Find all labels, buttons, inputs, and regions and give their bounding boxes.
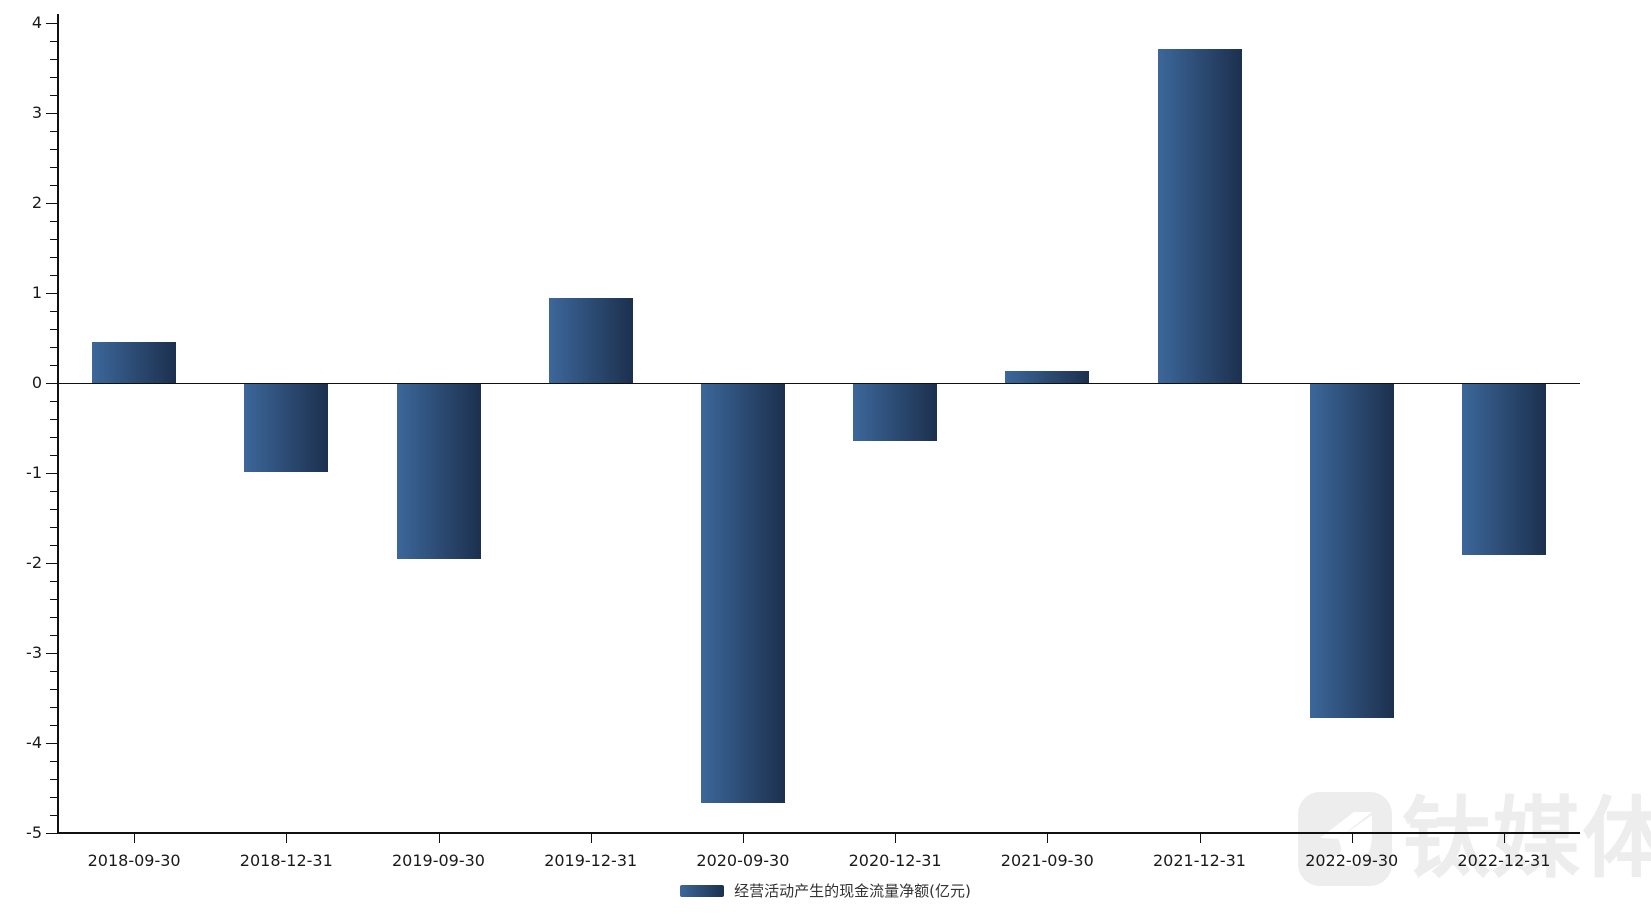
x-axis-line [57,832,1580,834]
bar-2019-09-30[interactable] [396,384,481,559]
y-minor-tick [50,617,57,618]
y-minor-tick [50,311,57,312]
y-axis-label: -5 [26,823,42,842]
x-tick-2021-09-30 [1047,834,1049,843]
y-major-tick [46,653,57,654]
bar-2020-09-30[interactable] [700,384,785,804]
x-tick-2022-12-31 [1503,834,1505,843]
x-tick-2018-12-31 [286,834,288,843]
zero-baseline [57,383,1580,384]
y-minor-tick [50,41,57,42]
x-axis-label-2021-12-31: 2021-12-31 [1153,851,1246,870]
y-major-tick [46,743,57,744]
y-minor-tick [50,95,57,96]
x-tick-2022-09-30 [1351,834,1353,843]
y-minor-tick [50,725,57,726]
y-minor-tick [50,689,57,690]
y-minor-tick [50,167,57,168]
y-minor-tick [50,401,57,402]
watermark: 钛媒体 [1298,792,1651,886]
y-major-tick [46,473,57,474]
y-minor-tick [50,275,57,276]
bar-2019-12-31[interactable] [548,298,633,383]
y-major-tick [46,203,57,204]
y-major-tick [46,833,57,834]
bar-2021-12-31[interactable] [1157,49,1242,383]
y-minor-tick [50,707,57,708]
y-minor-tick [50,509,57,510]
y-minor-tick [50,455,57,456]
y-axis-label: 4 [31,13,42,32]
bar-2022-09-30[interactable] [1309,384,1394,718]
y-minor-tick [50,347,57,348]
y-minor-tick [50,77,57,78]
x-axis-label-2018-12-31: 2018-12-31 [239,851,333,870]
y-axis-label: 2 [31,193,42,212]
y-minor-tick [50,545,57,546]
y-axis-label: 3 [31,103,42,122]
y-minor-tick [50,797,57,798]
y-minor-tick [50,491,57,492]
y-minor-tick [50,635,57,636]
y-minor-tick [50,365,57,366]
bar-2018-12-31[interactable] [244,384,329,473]
x-axis-label-2019-09-30: 2019-09-30 [392,851,485,870]
x-axis-label-2018-09-30: 2018-09-30 [87,851,181,870]
x-tick-2019-09-30 [438,834,440,843]
x-tick-2021-12-31 [1199,834,1201,843]
y-minor-tick [50,149,57,150]
y-major-tick [46,383,57,384]
bar-2022-12-31[interactable] [1461,384,1546,555]
y-minor-tick [50,419,57,420]
x-axis-label-2019-12-31: 2019-12-31 [544,851,638,870]
y-minor-tick [50,599,57,600]
y-minor-tick [50,185,57,186]
y-axis-label: -2 [26,553,42,572]
legend-swatch[interactable] [680,885,725,897]
y-axis-label: 0 [31,373,42,392]
y-minor-tick [50,329,57,330]
x-tick-2020-09-30 [742,834,744,843]
y-major-tick [46,563,57,564]
y-minor-tick [50,671,57,672]
y-minor-tick [50,527,57,528]
x-axis-label-2022-12-31: 2022-12-31 [1457,851,1551,870]
y-axis-line [57,14,59,834]
bar-2021-09-30[interactable] [1005,371,1090,383]
y-axis-label: -1 [26,463,42,482]
y-minor-tick [50,437,57,438]
y-minor-tick [50,581,57,582]
y-minor-tick [50,131,57,132]
y-minor-tick [50,59,57,60]
y-minor-tick [50,239,57,240]
y-minor-tick [50,761,57,762]
y-minor-tick [50,257,57,258]
bar-2020-12-31[interactable] [853,384,938,441]
x-tick-2020-12-31 [895,834,897,843]
y-major-tick [46,23,57,24]
y-minor-tick [50,221,57,222]
y-axis-label: -3 [26,643,42,662]
legend-label: 经营活动产生的现金流量净额(亿元) [734,882,971,900]
y-axis-label: 1 [31,283,42,302]
x-axis-label-2020-09-30: 2020-09-30 [696,851,790,870]
y-major-tick [46,113,57,114]
x-axis-label-2020-12-31: 2020-12-31 [848,851,942,870]
x-tick-2018-09-30 [134,834,136,843]
y-major-tick [46,293,57,294]
x-axis-label-2022-09-30: 2022-09-30 [1305,851,1399,870]
watermark-text: 钛媒体 [1402,787,1651,890]
y-minor-tick [50,779,57,780]
bar-2018-09-30[interactable] [92,341,177,383]
y-minor-tick [50,815,57,816]
legend[interactable]: 经营活动产生的现金流量净额(亿元) [0,881,1651,901]
x-axis-label-2021-09-30: 2021-09-30 [1000,851,1094,870]
y-axis-label: -4 [26,733,42,752]
x-tick-2019-12-31 [590,834,592,843]
